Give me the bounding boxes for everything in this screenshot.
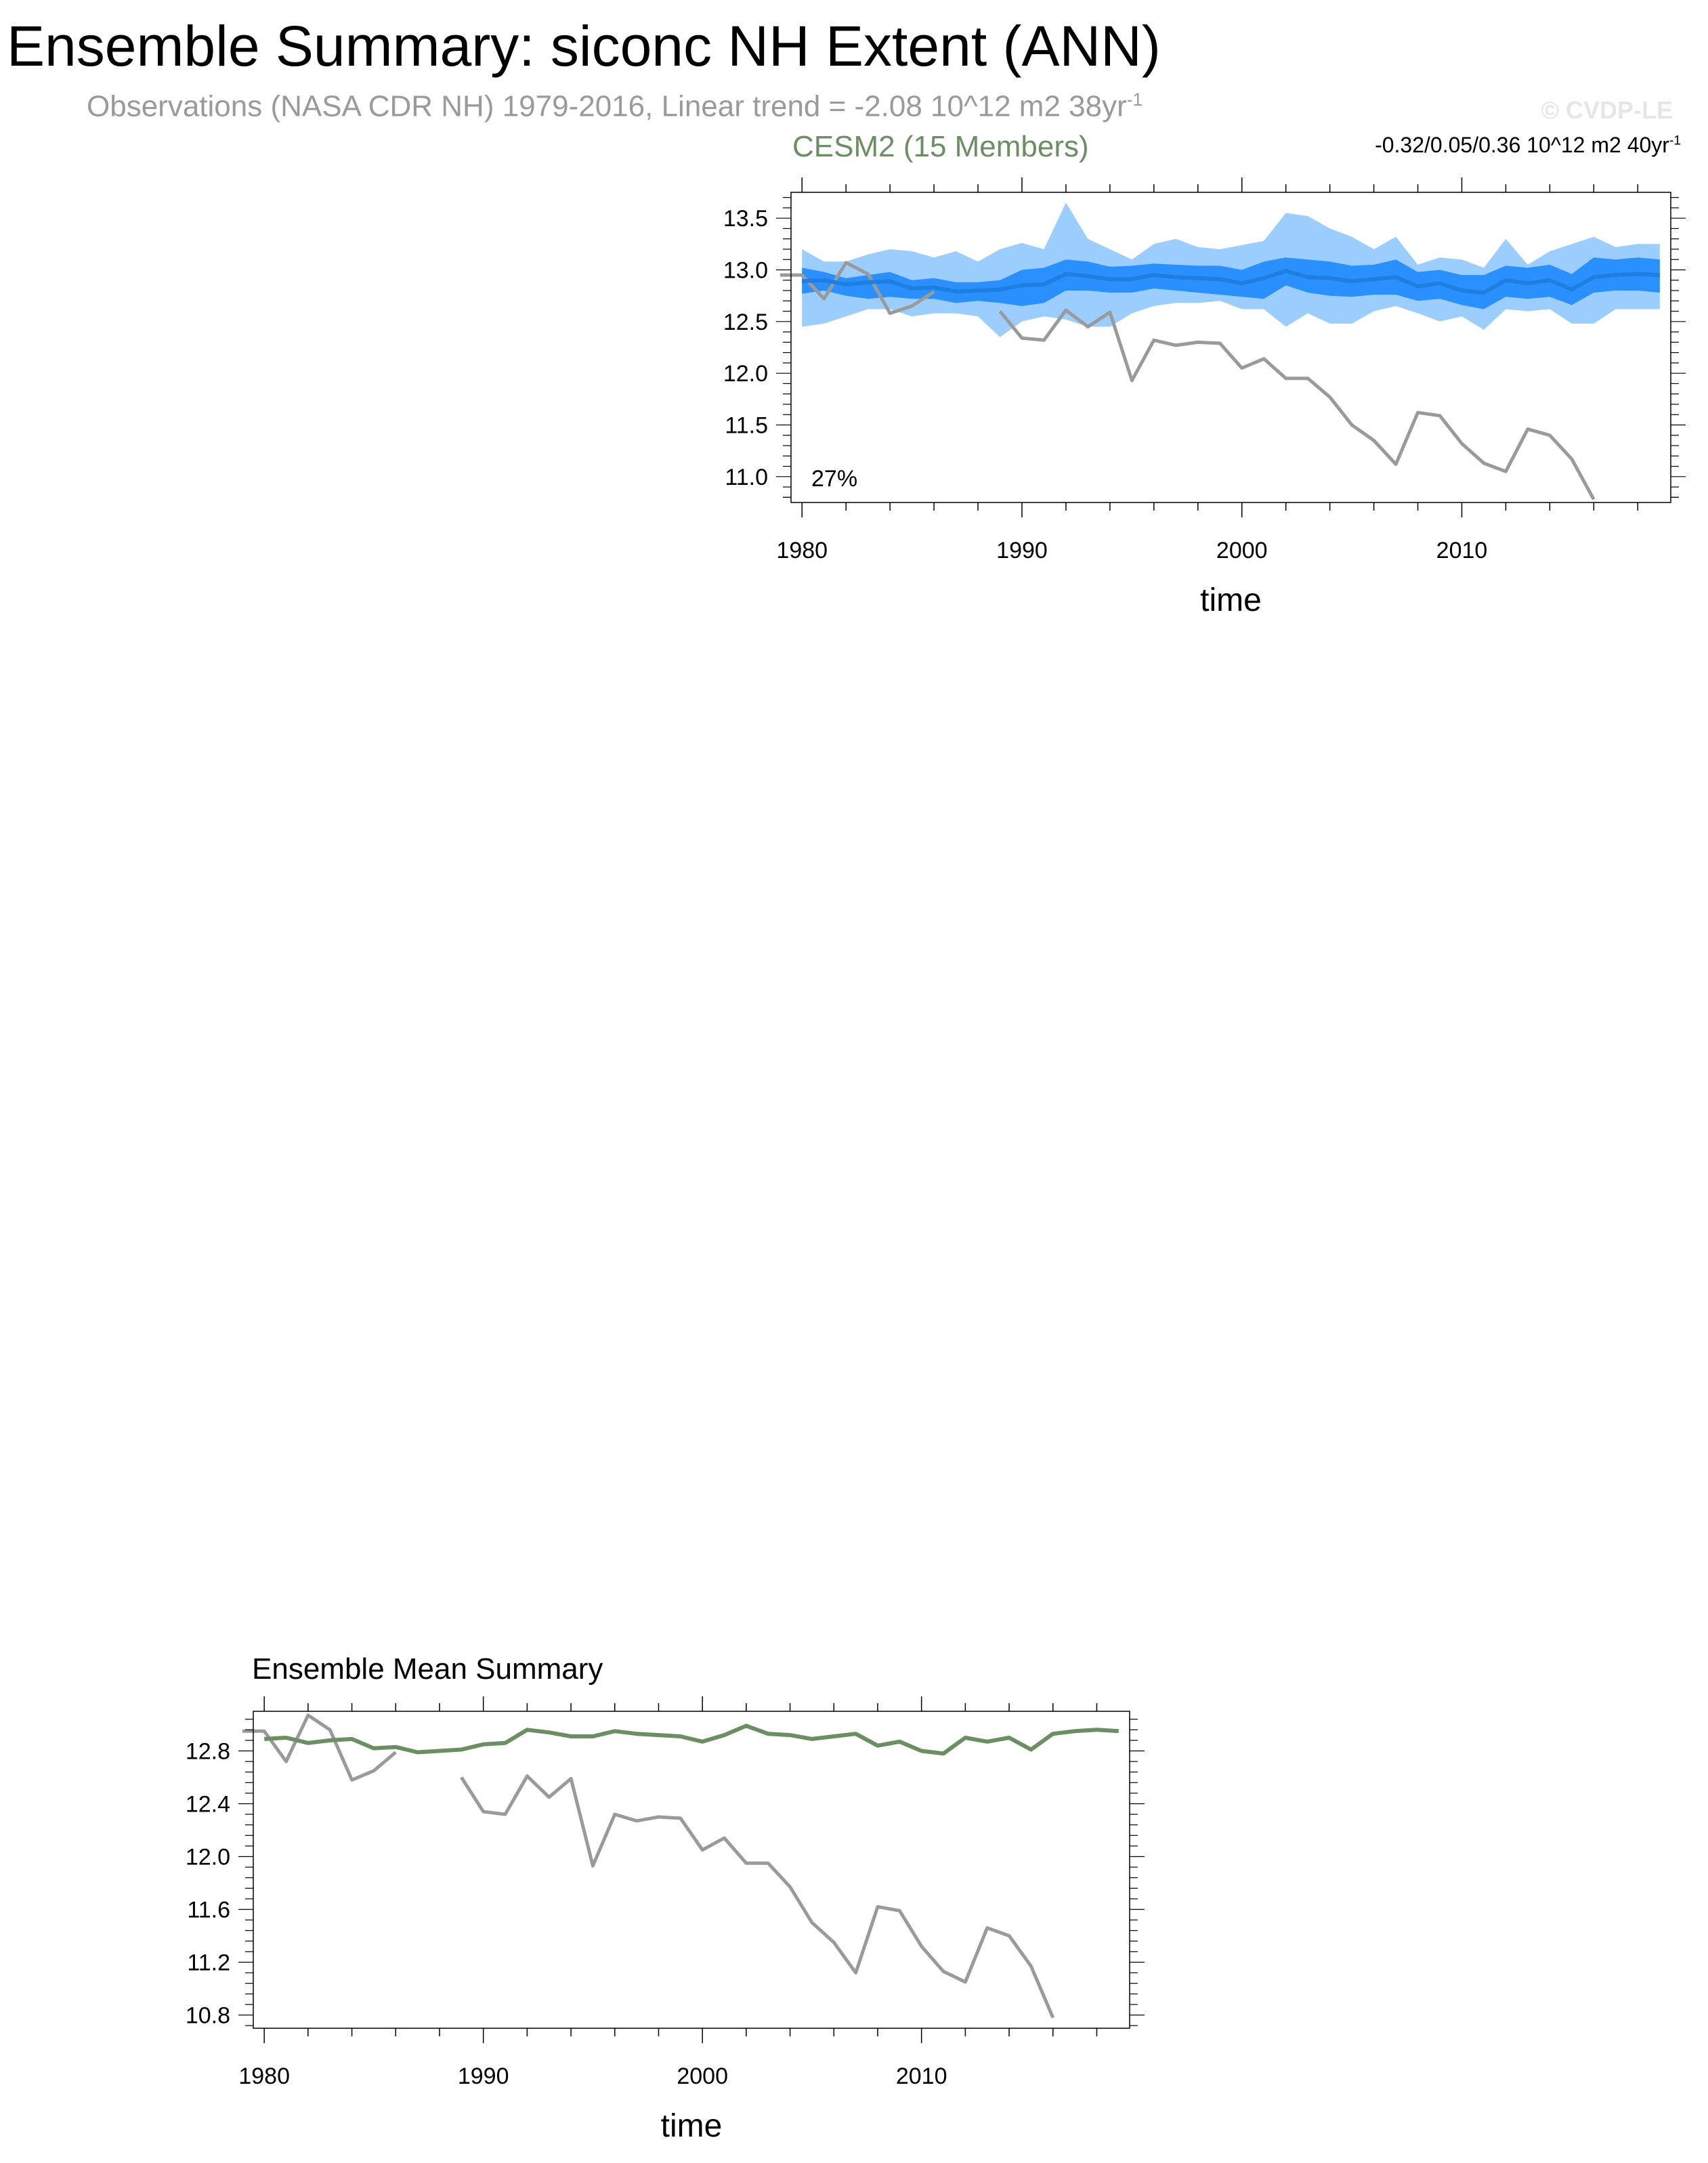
- ensemble-mean-panel: 1980 1990 2000 2010 10.8 11.2 11.6 12.0 12.4 12.8…: [186, 1652, 1145, 2144]
- main-title: Ensemble Summary: siconc NH Extent (ANN): [7, 14, 1161, 78]
- y-tick-label: 12.0: [723, 361, 768, 387]
- y-tick-label: 11.2: [187, 1950, 230, 1976]
- x-tick-label: 1980: [776, 538, 828, 563]
- y-tick-label: 12.5: [723, 309, 768, 335]
- ensemble-trend-stats-exponent: -1: [1669, 133, 1681, 148]
- panel-title: Ensemble Mean Summary: [252, 1652, 603, 1686]
- x-axis-title: time: [661, 2108, 723, 2144]
- ensemble-spread-panel: 1980 1990 2000 2010 11.0 11.5 12.0 12.5 13.0 13.5…: [723, 177, 1686, 618]
- y-tick-label: 12.4: [186, 1792, 230, 1818]
- observations-line: [242, 1713, 1055, 2019]
- observations-subtitle-text: Observations (NASA CDR NH) 1979-2016, Li…: [87, 89, 1127, 123]
- ensemble-title: CESM2 (15 Members): [792, 130, 1089, 163]
- ensemble-trend-stats-text: -0.32/0.05/0.36 10^12 m2 40yr: [1375, 133, 1669, 157]
- observations-line: [780, 261, 1596, 500]
- y-tick-label: 12.0: [186, 1845, 230, 1870]
- x-tick-label: 2000: [1216, 538, 1268, 563]
- copyright-watermark: © CVDP-LE: [1541, 96, 1673, 124]
- observations-subtitle-exponent: -1: [1126, 89, 1143, 110]
- y-tick-label: 10.8: [186, 2003, 230, 2029]
- x-tick-label: 2010: [896, 2063, 947, 2089]
- percent-annotation: 27%: [811, 466, 857, 492]
- y-tick-label: 11.6: [187, 1898, 230, 1923]
- x-tick-label: 1980: [238, 2063, 290, 2089]
- cesm2-mean-line: [264, 1723, 1119, 1756]
- ensemble-mean-line: [802, 269, 1660, 295]
- x-tick-label: 2000: [677, 2063, 728, 2089]
- y-tick-label: 12.8: [186, 1739, 230, 1765]
- y-tick-label: 11.5: [725, 413, 768, 439]
- y-tick-label: 13.5: [723, 206, 768, 232]
- ensemble-trend-stats: -0.32/0.05/0.36 10^12 m2 40yr-1: [1375, 133, 1681, 158]
- x-tick-label: 2010: [1436, 538, 1488, 563]
- y-tick-label: 13.0: [723, 258, 768, 284]
- observations-subtitle: Observations (NASA CDR NH) 1979-2016, Li…: [87, 89, 1143, 124]
- plot-frame: [253, 1711, 1130, 2029]
- x-tick-label: 1990: [458, 2063, 509, 2089]
- x-axis-title: time: [1200, 582, 1262, 618]
- y-tick-label: 11.0: [725, 465, 768, 490]
- x-tick-label: 1990: [996, 538, 1048, 563]
- plot-frame: [790, 192, 1671, 503]
- inner-spread-band: [802, 257, 1660, 309]
